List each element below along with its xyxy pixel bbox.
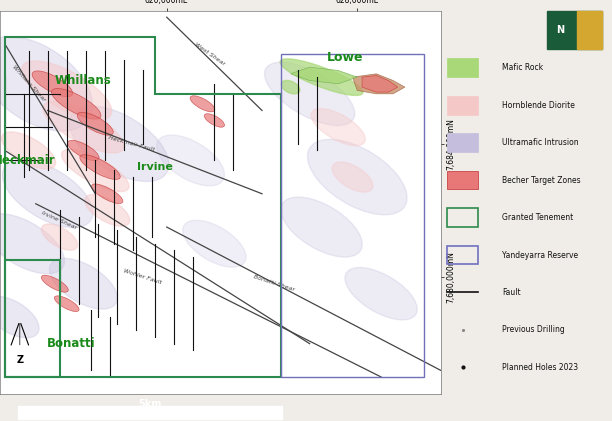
Ellipse shape	[282, 80, 300, 94]
Ellipse shape	[67, 140, 99, 160]
Ellipse shape	[21, 61, 112, 120]
Ellipse shape	[280, 59, 363, 96]
FancyBboxPatch shape	[447, 59, 479, 77]
Ellipse shape	[50, 258, 118, 309]
Ellipse shape	[0, 37, 92, 131]
Ellipse shape	[0, 296, 39, 338]
FancyBboxPatch shape	[447, 171, 479, 189]
Ellipse shape	[41, 275, 69, 292]
Ellipse shape	[80, 155, 121, 179]
Ellipse shape	[183, 220, 246, 267]
Ellipse shape	[190, 96, 215, 112]
Text: Irvine Shear: Irvine Shear	[41, 210, 78, 230]
Ellipse shape	[1, 132, 56, 169]
Text: Bonatti: Bonatti	[47, 337, 95, 350]
Text: Yandeyarra Reserve: Yandeyarra Reserve	[502, 250, 578, 259]
Polygon shape	[353, 74, 405, 94]
Ellipse shape	[345, 267, 417, 320]
Text: Planned Holes 2023: Planned Holes 2023	[502, 363, 578, 372]
Text: Becher Target Zones: Becher Target Zones	[502, 176, 581, 185]
Ellipse shape	[51, 88, 101, 119]
FancyBboxPatch shape	[18, 407, 282, 419]
Text: Lowe: Lowe	[327, 51, 364, 64]
Ellipse shape	[157, 135, 225, 186]
Text: Hornblende Diorite: Hornblende Diorite	[502, 101, 575, 110]
Text: N: N	[556, 25, 565, 35]
Text: Whillans Shear: Whillans Shear	[11, 65, 46, 103]
Text: West Shear: West Shear	[193, 41, 226, 66]
Ellipse shape	[91, 184, 123, 203]
FancyBboxPatch shape	[577, 11, 602, 49]
Text: Wohler Fault: Wohler Fault	[123, 269, 163, 285]
Text: Granted Tenement: Granted Tenement	[502, 213, 573, 222]
Ellipse shape	[77, 112, 113, 135]
Ellipse shape	[311, 109, 365, 146]
Ellipse shape	[69, 106, 169, 181]
Ellipse shape	[204, 114, 225, 127]
Polygon shape	[291, 67, 357, 84]
Text: Z: Z	[17, 355, 23, 365]
Ellipse shape	[332, 162, 373, 192]
Text: Irvine: Irvine	[137, 162, 173, 172]
Ellipse shape	[0, 214, 64, 274]
Text: Heckmair: Heckmair	[0, 154, 55, 167]
Text: 5km: 5km	[138, 399, 162, 408]
Ellipse shape	[307, 139, 407, 215]
FancyBboxPatch shape	[447, 96, 479, 115]
Text: Fault: Fault	[502, 288, 521, 297]
Text: Bonatti Shear: Bonatti Shear	[253, 274, 295, 293]
Text: Mafic Rock: Mafic Rock	[502, 63, 543, 72]
Ellipse shape	[62, 149, 129, 192]
Ellipse shape	[42, 224, 78, 250]
Text: Previous Drilling: Previous Drilling	[502, 325, 565, 334]
Ellipse shape	[54, 296, 79, 312]
FancyBboxPatch shape	[447, 133, 479, 152]
Ellipse shape	[2, 160, 93, 228]
Text: Ultramafic Intrusion: Ultramafic Intrusion	[502, 138, 579, 147]
Ellipse shape	[43, 101, 124, 153]
Text: Whillans: Whillans	[55, 74, 112, 87]
Ellipse shape	[32, 71, 73, 97]
Ellipse shape	[264, 62, 355, 125]
Polygon shape	[362, 75, 398, 92]
FancyBboxPatch shape	[547, 11, 602, 49]
Ellipse shape	[84, 195, 130, 226]
Text: Heckmair Fault: Heckmair Fault	[107, 135, 155, 152]
Ellipse shape	[281, 197, 362, 257]
